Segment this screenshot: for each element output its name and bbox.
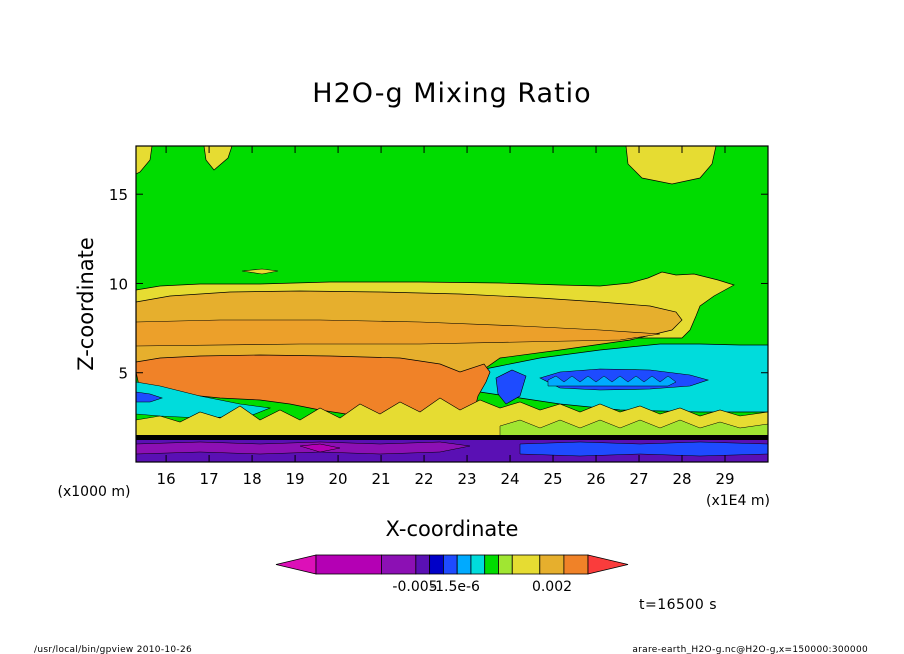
colorbar-swatch <box>381 554 417 575</box>
x-tick-label: 19 <box>286 470 305 488</box>
region-surface-magenta-left <box>136 441 471 455</box>
region-upper-orange-core <box>136 319 661 347</box>
colorbar-left-arrow <box>275 554 317 575</box>
y-axis: 5 10 15 <box>109 186 768 383</box>
x-tick-label: 26 <box>586 470 605 488</box>
colorbar-swatch <box>442 554 458 575</box>
colorbar-tick-label: -1.5e-6 <box>430 579 480 595</box>
x-tick-label: 22 <box>415 470 434 488</box>
surface-black-line <box>136 435 768 440</box>
time-label: t=16500 s <box>639 597 717 613</box>
region-top-left-yellow <box>136 146 153 175</box>
colorbar <box>275 554 629 575</box>
x-axis-unit: (x1E4 m) <box>706 493 770 509</box>
footer-left: /usr/local/bin/gpview 2010-10-26 <box>34 645 192 654</box>
y-tick-label: 5 <box>118 365 128 383</box>
x-tick-label: 29 <box>715 470 734 488</box>
colorbar-swatch <box>484 554 499 575</box>
y-axis-unit: (x1000 m) <box>58 484 131 500</box>
y-tick-label: 15 <box>109 186 128 204</box>
x-tick-label: 16 <box>157 470 176 488</box>
plot-frame <box>135 145 769 463</box>
x-tick-label: 18 <box>243 470 262 488</box>
region-lower-left-blue <box>136 391 163 403</box>
region-top-yellow-blob <box>203 146 233 171</box>
x-axis-label: X-coordinate <box>386 517 519 541</box>
x-axis: 16 17 18 19 20 21 22 23 24 25 26 27 28 29 <box>157 146 735 488</box>
colorbar-swatch <box>563 554 589 575</box>
plot-area <box>136 146 768 462</box>
region-boundary-green-patches <box>499 419 768 437</box>
region-surface-magenta-spot <box>299 443 341 453</box>
region-anvil-blue-left <box>495 369 527 405</box>
colorbar-right-arrow <box>587 554 629 575</box>
x-tick-label: 20 <box>329 470 348 488</box>
x-tick-label: 23 <box>458 470 477 488</box>
region-top-right-yellow <box>625 146 717 185</box>
colorbar-swatch <box>511 554 541 575</box>
region-surface-blue-right <box>519 441 768 457</box>
colorbar-swatch <box>315 554 382 575</box>
colorbar-swatch <box>429 554 444 575</box>
colorbar-tick-label: -0.005 <box>392 579 437 595</box>
footer-right: arare-earth_H2O-g.nc@H2O-g,x=150000:3000… <box>632 645 868 654</box>
y-axis-label: Z-coordinate <box>74 237 98 371</box>
region-anvil-cyan-ripples <box>547 375 677 387</box>
colorbar-swatch <box>415 554 431 575</box>
colorbar-swatch <box>470 554 486 575</box>
colorbar-tick-label: 0.002 <box>532 579 572 595</box>
region-small-yellow-streak <box>241 268 279 275</box>
x-tick-label: 21 <box>372 470 391 488</box>
x-tick-label: 24 <box>500 470 519 488</box>
x-tick-label: 28 <box>672 470 691 488</box>
colorbar-swatch <box>539 554 565 575</box>
colorbar-labels: -0.005-1.5e-6 0.002 <box>392 579 572 595</box>
x-tick-label: 27 <box>629 470 648 488</box>
x-tick-label: 25 <box>543 470 562 488</box>
y-tick-label: 10 <box>109 275 128 293</box>
colorbar-swatch <box>456 554 472 575</box>
chart-title: H2O-g Mixing Ratio <box>312 78 591 109</box>
colorbar-swatch <box>498 554 513 575</box>
x-tick-label: 17 <box>200 470 219 488</box>
